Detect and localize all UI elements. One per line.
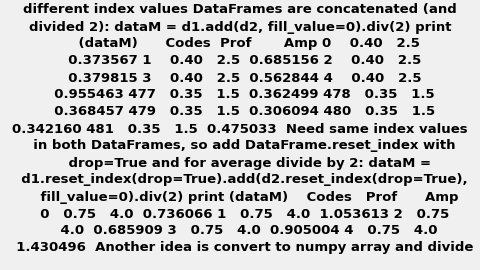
Text: fill_value=0).div(2) print (dataM)    Codes   Prof      Amp: fill_value=0).div(2) print (dataM) Codes… — [22, 191, 458, 204]
Text: divided 2): dataM = d1.add(d2, fill_value=0).div(2) print: divided 2): dataM = d1.add(d2, fill_valu… — [29, 21, 451, 33]
Text: d1.reset_index(drop=True).add(d2.reset_index(drop=True),: d1.reset_index(drop=True).add(d2.reset_i… — [12, 174, 468, 187]
Text: (dataM)      Codes  Prof       Amp 0    0.40   2.5: (dataM) Codes Prof Amp 0 0.40 2.5 — [60, 38, 420, 50]
Text: 1.430496  Another idea is convert to numpy array and divide: 1.430496 Another idea is convert to nump… — [7, 241, 473, 255]
Text: 0.368457 479   0.35   1.5  0.306094 480   0.35   1.5: 0.368457 479 0.35 1.5 0.306094 480 0.35 … — [45, 106, 435, 119]
Text: 0.373567 1    0.40   2.5  0.685156 2    0.40   2.5: 0.373567 1 0.40 2.5 0.685156 2 0.40 2.5 — [59, 55, 421, 68]
Text: 0.342160 481   0.35   1.5  0.475033  Need same index values: 0.342160 481 0.35 1.5 0.475033 Need same… — [12, 123, 468, 136]
Text: 0.379815 3    0.40   2.5  0.562844 4    0.40   2.5: 0.379815 3 0.40 2.5 0.562844 4 0.40 2.5 — [59, 72, 421, 85]
Text: 0.955463 477   0.35   1.5  0.362499 478   0.35   1.5: 0.955463 477 0.35 1.5 0.362499 478 0.35 … — [45, 89, 435, 102]
Text: different index values DataFrames are concatenated (and: different index values DataFrames are co… — [23, 4, 457, 16]
Text: in both DataFrames, so add DataFrame.reset_index with: in both DataFrames, so add DataFrame.res… — [24, 140, 456, 153]
Text: 0   0.75   4.0  0.736066 1   0.75   4.0  1.053613 2   0.75: 0 0.75 4.0 0.736066 1 0.75 4.0 1.053613 … — [31, 208, 449, 221]
Text: drop=True and for average divide by 2: dataM =: drop=True and for average divide by 2: d… — [49, 157, 431, 170]
Text: 4.0  0.685909 3   0.75   4.0  0.905004 4   0.75   4.0: 4.0 0.685909 3 0.75 4.0 0.905004 4 0.75 … — [42, 224, 438, 238]
